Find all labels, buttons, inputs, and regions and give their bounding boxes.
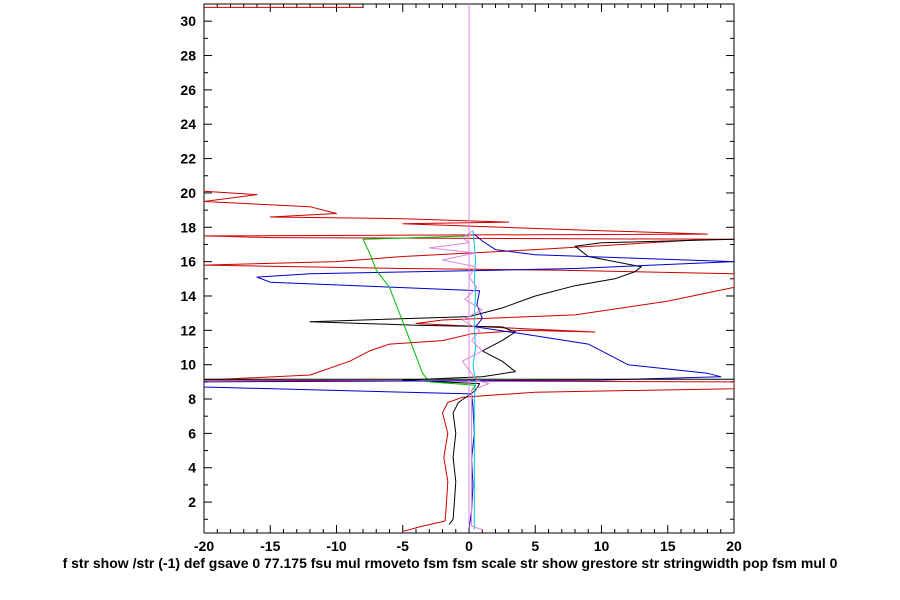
series-line-1 <box>204 190 734 532</box>
x-tick-label: 20 <box>726 538 742 554</box>
y-tick-label: 6 <box>188 425 196 441</box>
y-tick-label: 14 <box>180 288 196 304</box>
x-tick-label: -5 <box>397 538 410 554</box>
x-tick-label: 0 <box>465 538 473 554</box>
y-tick-label: 24 <box>180 116 196 132</box>
x-tick-label: 10 <box>594 538 610 554</box>
y-tick-label: 30 <box>180 13 196 29</box>
series-layer <box>204 4 734 532</box>
series-line-7 <box>428 230 490 531</box>
y-tick-label: 26 <box>180 82 196 98</box>
tick-labels: -20 -15 -10 -5 0 5 10 15 20246810121416182022242… <box>180 13 742 554</box>
series-line-2 <box>309 238 734 525</box>
y-tick-label: 28 <box>180 48 196 64</box>
series-line-5 <box>472 230 477 530</box>
y-tick-label: 12 <box>180 322 196 338</box>
x-tick-label: -15 <box>260 538 280 554</box>
x-tick-label: -20 <box>194 538 214 554</box>
series-line-3 <box>204 233 734 530</box>
axis-ticks <box>203 4 735 533</box>
series-line-4 <box>362 235 477 391</box>
x-axis-label: f str show /str (-1) def gsave 0 77.175 … <box>63 555 838 571</box>
y-tick-label: 2 <box>188 494 196 510</box>
y-tick-label: 8 <box>188 391 196 407</box>
x-tick-label: 5 <box>531 538 539 554</box>
x-tick-label: 15 <box>660 538 676 554</box>
y-tick-label: 16 <box>180 254 196 270</box>
x-tick-label: -10 <box>326 538 346 554</box>
y-tick-label: 18 <box>180 219 196 235</box>
y-tick-label: 10 <box>180 357 196 373</box>
y-tick-label: 20 <box>180 185 196 201</box>
y-tick-label: 4 <box>188 460 196 476</box>
y-tick-label: 22 <box>180 151 196 167</box>
